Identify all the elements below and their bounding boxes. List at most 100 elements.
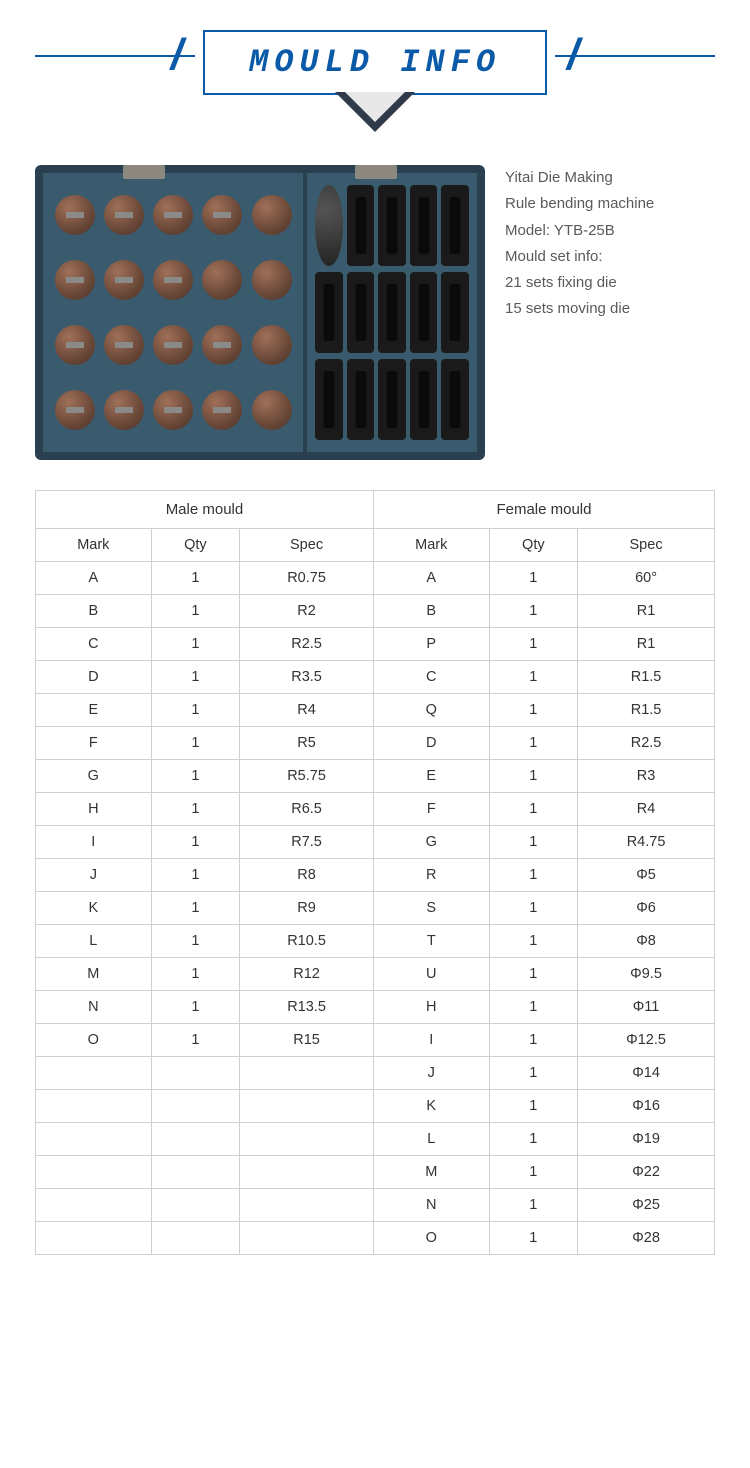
table-cell: [151, 1057, 240, 1090]
header-banner: / MOULD INFO /: [0, 0, 750, 150]
punch-icon: [153, 390, 193, 430]
table-cell: L: [373, 1123, 489, 1156]
sub-header: Spec: [240, 529, 374, 562]
table-cell: Φ6: [578, 892, 715, 925]
table-cell: Φ25: [578, 1189, 715, 1222]
punch-area: [43, 173, 303, 452]
table-cell: R4: [578, 793, 715, 826]
table-row: J1R8R1Φ5: [36, 859, 715, 892]
table-cell: K: [373, 1090, 489, 1123]
table-cell: R2: [240, 595, 374, 628]
die-icon: [378, 359, 406, 440]
table-cell: 60°: [578, 562, 715, 595]
table-cell: E: [36, 694, 152, 727]
table-row: O1Φ28: [36, 1222, 715, 1255]
table-cell: 1: [151, 760, 240, 793]
table-cell: R13.5: [240, 991, 374, 1024]
table-row: M1R12U1Φ9.5: [36, 958, 715, 991]
table-cell: [151, 1090, 240, 1123]
table-cell: [151, 1222, 240, 1255]
sub-header: Qty: [489, 529, 578, 562]
table-cell: B: [373, 595, 489, 628]
table-cell: [240, 1057, 374, 1090]
table-cell: Φ28: [578, 1222, 715, 1255]
table-cell: [151, 1189, 240, 1222]
table-cell: H: [373, 991, 489, 1024]
punch-icon: [55, 390, 95, 430]
die-icon: [410, 272, 438, 353]
table-cell: R2.5: [240, 628, 374, 661]
table-cell: R4.75: [578, 826, 715, 859]
table-row: N1Φ25: [36, 1189, 715, 1222]
table-cell: [36, 1156, 152, 1189]
table-cell: 1: [489, 727, 578, 760]
table-cell: D: [373, 727, 489, 760]
punch-icon: [153, 195, 193, 235]
table-cell: 1: [151, 595, 240, 628]
die-icon: [347, 359, 375, 440]
table-cell: 1: [489, 1123, 578, 1156]
table-row: J1Φ14: [36, 1057, 715, 1090]
die-icon: [378, 185, 406, 266]
table-group-header-row: Male mould Female mould: [36, 491, 715, 529]
table-cell: 1: [489, 1090, 578, 1123]
table-cell: 1: [489, 958, 578, 991]
table-cell: R10.5: [240, 925, 374, 958]
table-cell: [240, 1156, 374, 1189]
table-cell: 1: [151, 958, 240, 991]
punch-icon: [252, 195, 292, 235]
table-cell: O: [373, 1222, 489, 1255]
table-cell: 1: [151, 859, 240, 892]
die-icon: [315, 359, 343, 440]
table-row: M1Φ22: [36, 1156, 715, 1189]
table-cell: G: [36, 760, 152, 793]
table-cell: Φ22: [578, 1156, 715, 1189]
punch-icon: [153, 260, 193, 300]
table-row: O1R15I1Φ12.5: [36, 1024, 715, 1057]
table-cell: H: [36, 793, 152, 826]
table-cell: R12: [240, 958, 374, 991]
die-row: [315, 359, 469, 440]
table-cell: I: [373, 1024, 489, 1057]
table-cell: 1: [151, 694, 240, 727]
table-cell: [36, 1222, 152, 1255]
table-cell: G: [373, 826, 489, 859]
table-cell: Φ16: [578, 1090, 715, 1123]
punch-icon: [202, 325, 242, 365]
table-cell: 1: [151, 628, 240, 661]
punch-icon: [104, 390, 144, 430]
die-icon: [441, 359, 469, 440]
punch-icon: [104, 195, 144, 235]
table-cell: M: [36, 958, 152, 991]
table-cell: N: [373, 1189, 489, 1222]
group-header-male: Male mould: [36, 491, 374, 529]
table-cell: 1: [489, 595, 578, 628]
table-cell: Φ5: [578, 859, 715, 892]
product-info-line: 21 sets fixing die: [505, 270, 715, 296]
table-cell: 1: [489, 826, 578, 859]
punch-icon: [104, 325, 144, 365]
table-cell: C: [373, 661, 489, 694]
table-cell: 1: [489, 628, 578, 661]
product-info-line: Rule bending machine: [505, 191, 715, 217]
table-cell: 1: [151, 925, 240, 958]
product-image: [35, 165, 485, 460]
table-cell: [36, 1090, 152, 1123]
table-cell: 1: [151, 1024, 240, 1057]
product-info-line: Yitai Die Making: [505, 165, 715, 191]
table-cell: A: [36, 562, 152, 595]
table-cell: R8: [240, 859, 374, 892]
die-icon: [378, 272, 406, 353]
table-sub-header-row: Mark Qty Spec Mark Qty Spec: [36, 529, 715, 562]
table-cell: 1: [489, 1189, 578, 1222]
table-cell: 1: [489, 925, 578, 958]
die-icon: [315, 185, 343, 266]
die-row: [315, 272, 469, 353]
table-cell: [151, 1123, 240, 1156]
table-cell: [240, 1222, 374, 1255]
table-cell: 1: [151, 661, 240, 694]
table-cell: L: [36, 925, 152, 958]
punch-icon: [55, 325, 95, 365]
table-cell: P: [373, 628, 489, 661]
table-cell: 1: [489, 793, 578, 826]
